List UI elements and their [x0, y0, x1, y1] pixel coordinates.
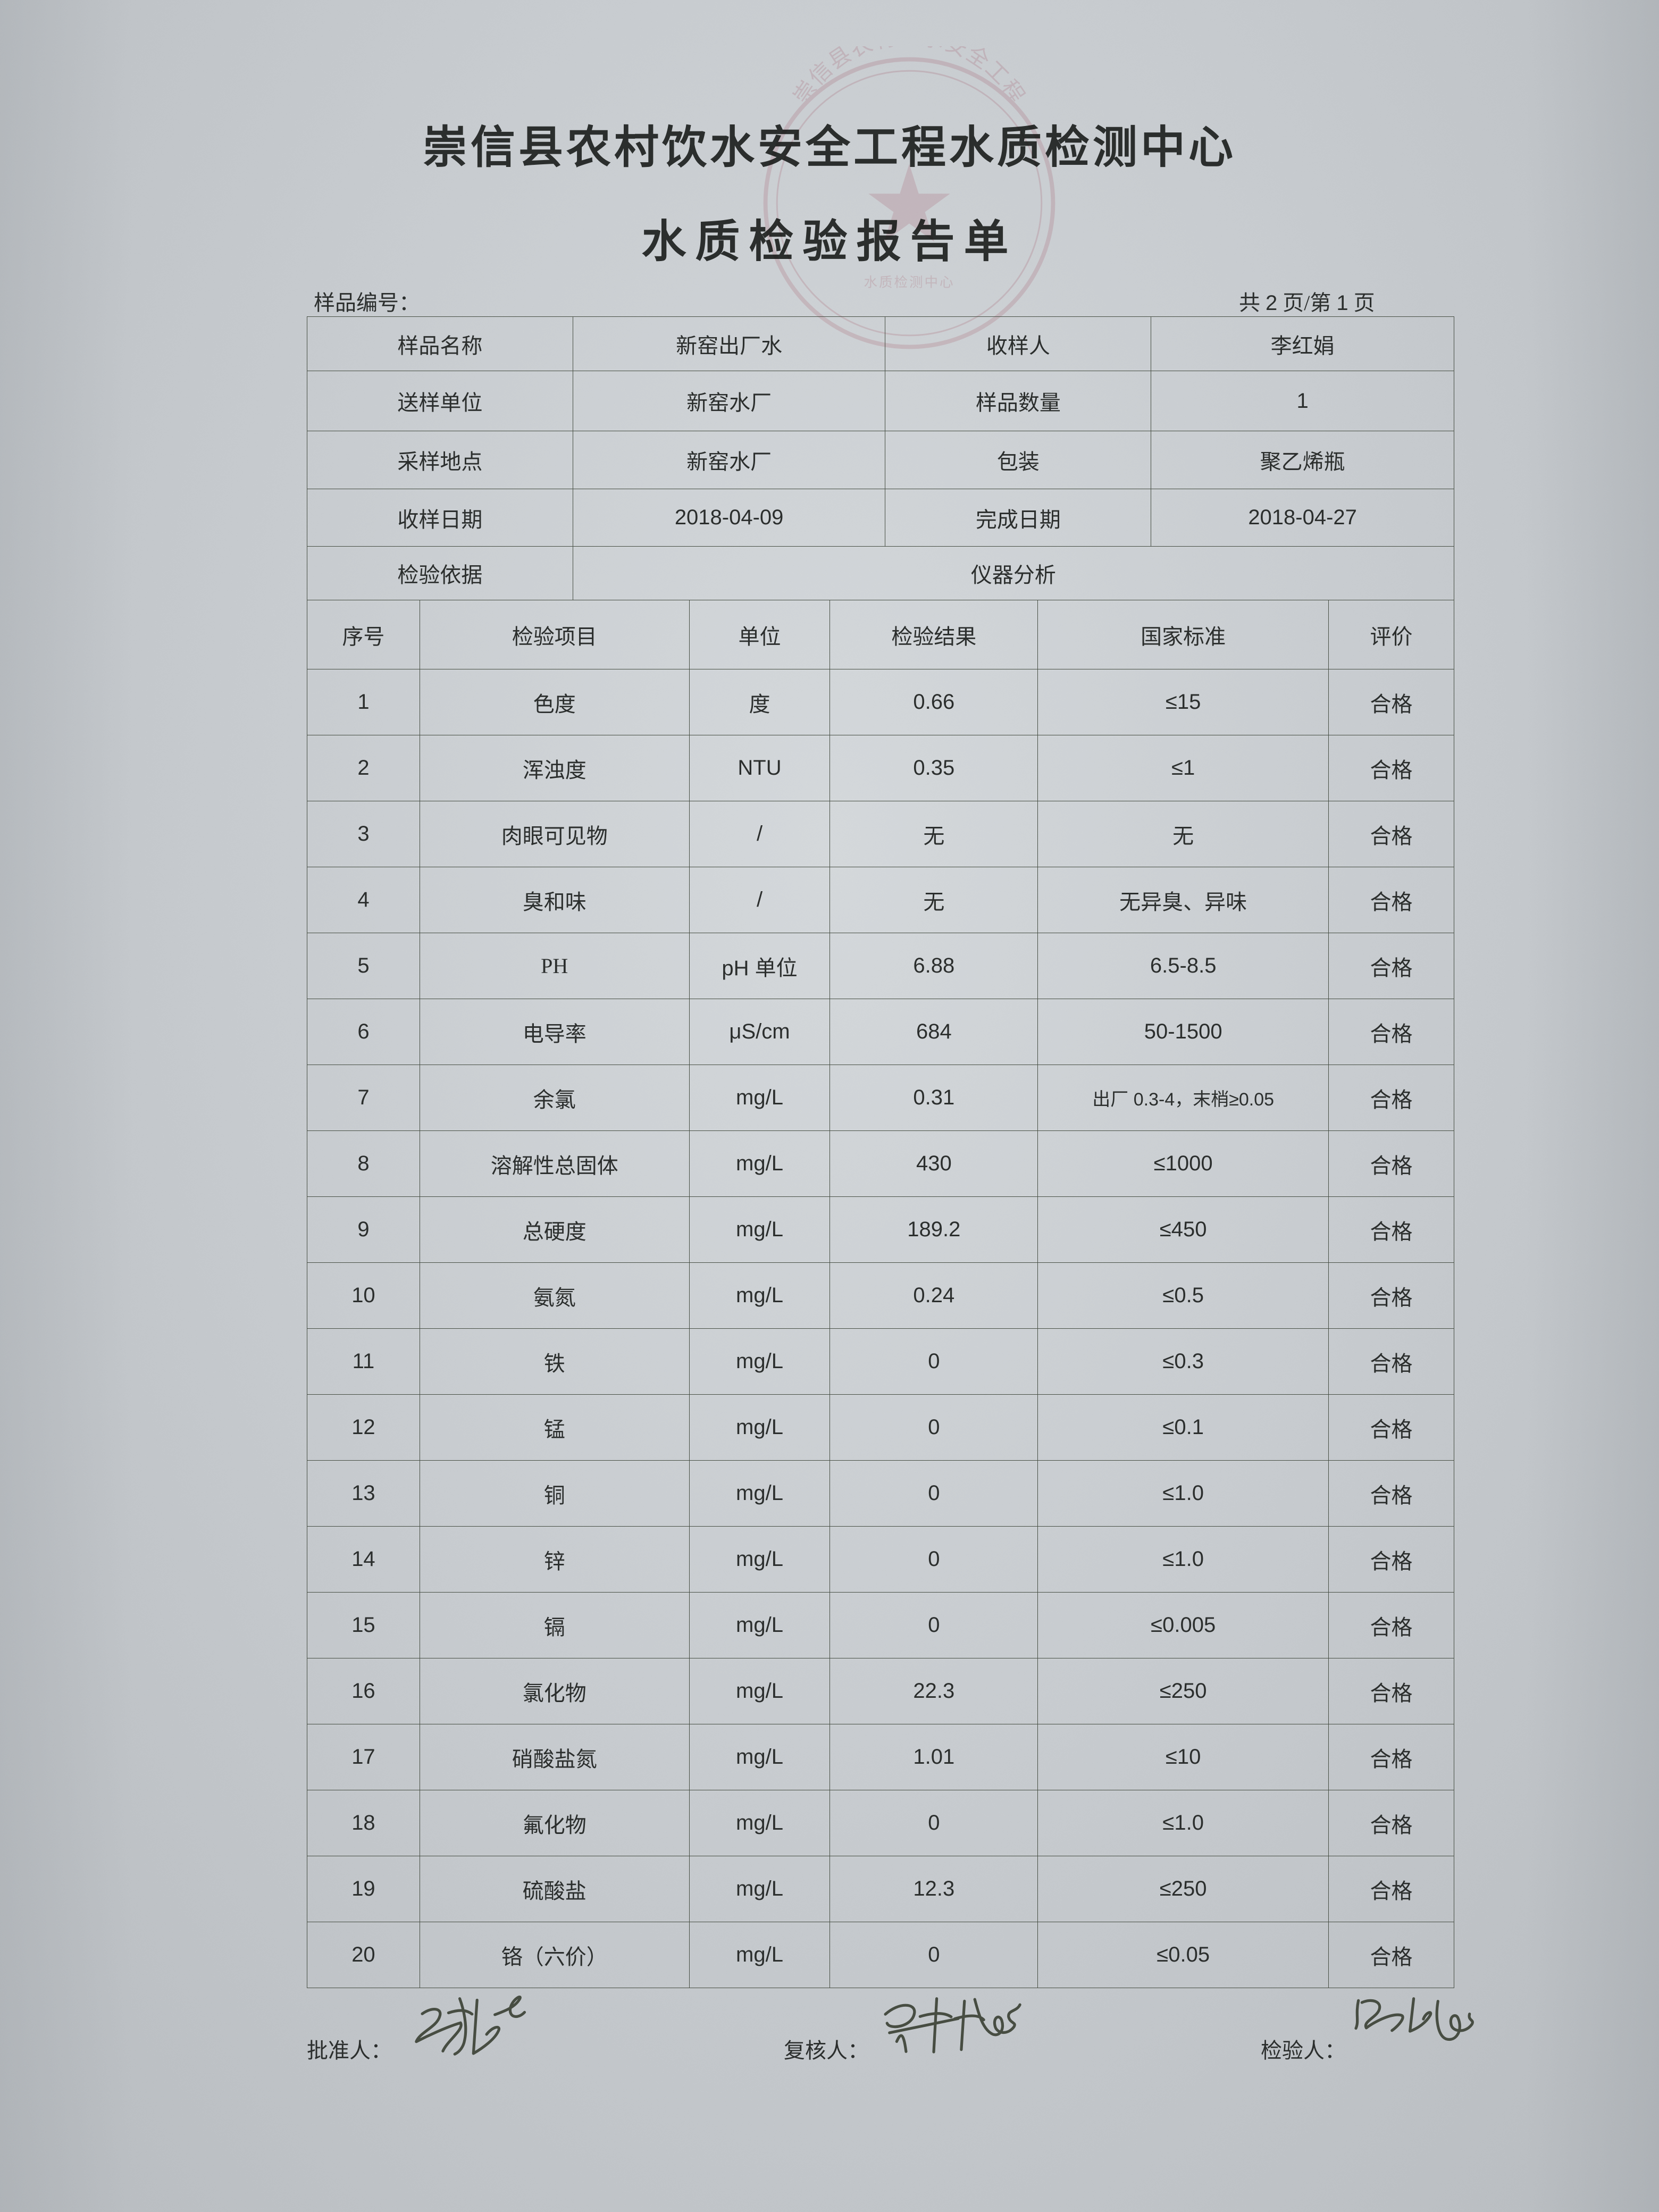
- svg-text:崇信县农村饮水安全工程: 崇信县农村饮水安全工程: [789, 46, 1030, 108]
- svg-text:水质检测中心: 水质检测中心: [864, 275, 955, 290]
